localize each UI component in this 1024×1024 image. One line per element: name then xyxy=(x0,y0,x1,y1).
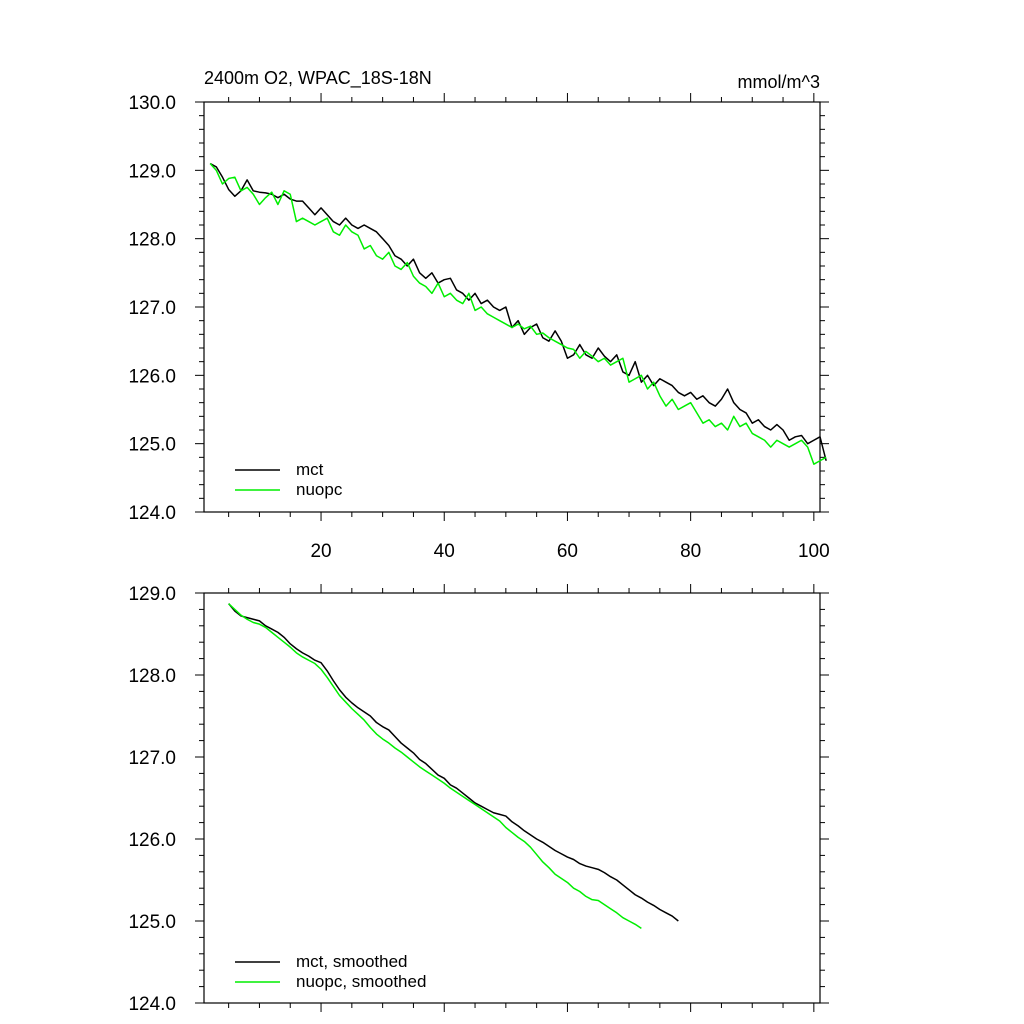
y-tick-label: 127.0 xyxy=(128,298,176,319)
y-tick-label: 125.0 xyxy=(128,912,176,933)
x-tick-labels: 20 40 60 80 100 xyxy=(310,541,829,562)
series-line-mct-smoothed xyxy=(228,603,679,922)
y-tick-label: 125.0 xyxy=(128,435,176,456)
series-line-nuopc xyxy=(209,162,827,465)
y-tick-label: 127.0 xyxy=(128,748,176,769)
y-tick-label: 124.0 xyxy=(128,994,176,1015)
y-tick-label: 128.0 xyxy=(128,666,176,687)
x-tick-label: 100 xyxy=(798,541,830,562)
legend-label: mct xyxy=(296,460,324,479)
y-tick-label: 126.0 xyxy=(128,366,176,387)
y-tick-label: 126.0 xyxy=(128,830,176,851)
series-line-mct xyxy=(209,162,827,461)
y-tick-labels: 124.0 125.0 126.0 127.0 128.0 129.0 xyxy=(128,584,176,1015)
plot-frame xyxy=(203,101,821,513)
x-tick-label: 60 xyxy=(557,541,578,562)
legend-label: mct, smoothed xyxy=(296,952,408,971)
axis-ticks xyxy=(195,93,829,521)
y-tick-label: 124.0 xyxy=(128,503,176,524)
units-label: mmol/m^3 xyxy=(738,72,820,92)
x-tick-label: 80 xyxy=(680,541,701,562)
plot-frame xyxy=(203,592,821,1004)
x-tick-label: 20 xyxy=(310,541,331,562)
x-tick-label: 40 xyxy=(434,541,455,562)
series-line-nuopc-smoothed xyxy=(228,603,642,930)
legend-label: nuopc xyxy=(296,480,343,499)
y-tick-label: 130.0 xyxy=(128,93,176,114)
chart-title: 2400m O2, WPAC_18S-18N xyxy=(204,68,432,89)
axis-ticks xyxy=(195,584,829,1012)
legend-label: nuopc, smoothed xyxy=(296,972,426,991)
top-panel: 2400m O2, WPAC_18S-18N mmol/m^3 124.0 125… xyxy=(128,68,829,562)
y-tick-label: 129.0 xyxy=(128,161,176,182)
bottom-panel: 124.0 125.0 126.0 127.0 128.0 129.0 mct, smoo… xyxy=(128,584,829,1015)
y-tick-label: 128.0 xyxy=(128,230,176,251)
y-tick-labels: 124.0 125.0 126.0 127.0 128.0 129.0 130.0 xyxy=(128,93,176,524)
series-lines xyxy=(228,603,679,930)
y-tick-label: 129.0 xyxy=(128,584,176,605)
series-lines xyxy=(209,162,827,465)
